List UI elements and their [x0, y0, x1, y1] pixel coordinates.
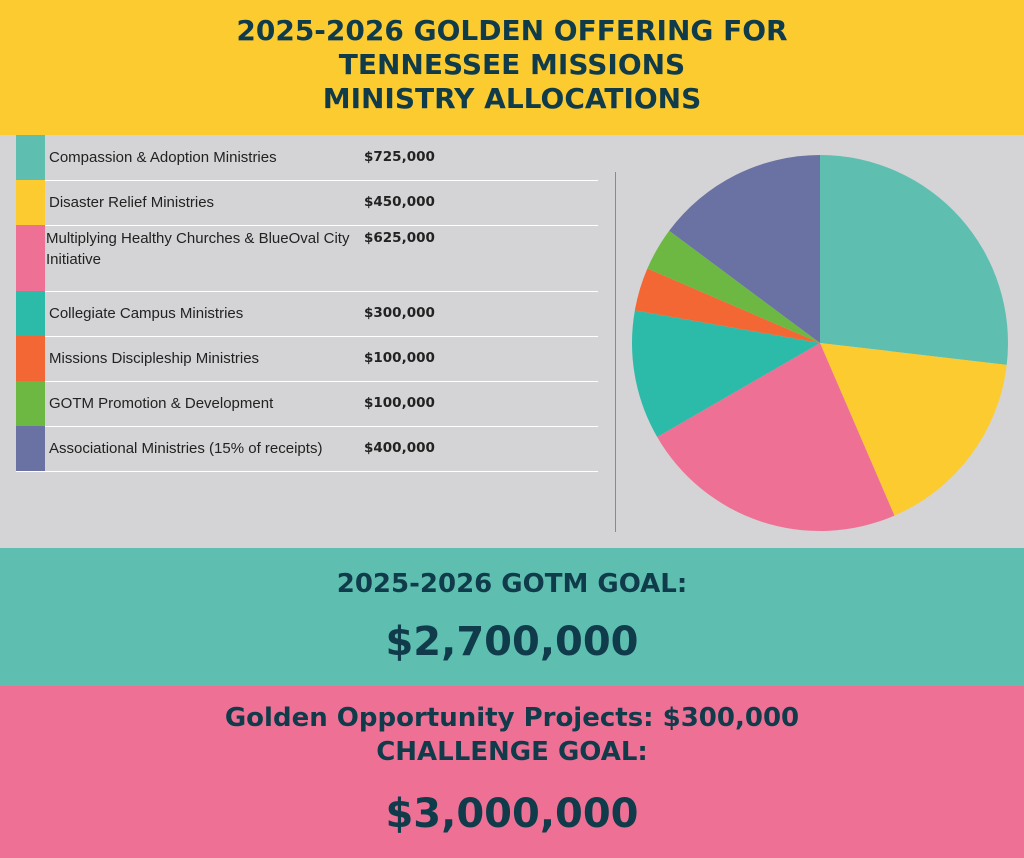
pie-slice: [647, 230, 820, 343]
legend-row: GOTM Promotion & Development $100,000: [16, 381, 598, 427]
legend-swatch: [16, 180, 45, 225]
goal-banner: 2025-2026 GOTM GOAL: $2,700,000: [0, 548, 1024, 686]
legend-row: Disaster Relief Ministries $450,000: [16, 180, 598, 226]
challenge-goal-title: CHALLENGE GOAL:: [376, 737, 648, 767]
legend-label: Missions Discipleship Ministries: [49, 350, 260, 367]
challenge-projects-line: Golden Opportunity Projects: $300,000: [224, 703, 800, 733]
page-title-line-3: MINISTRY ALLOCATIONS: [322, 82, 702, 115]
legend-label: Compassion & Adoption Ministries: [49, 149, 277, 166]
legend-label: Multiplying Healthy Churches & BlueOval …: [46, 230, 350, 268]
legend-amount: $100,000: [364, 350, 435, 366]
legend-swatch: [16, 135, 45, 180]
legend-amount: $300,000: [364, 305, 435, 321]
allocation-section: Compassion & Adoption Ministries $725,000…: [0, 135, 1024, 548]
legend-row: Collegiate Campus Ministries $300,000: [16, 291, 598, 337]
legend-label: Collegiate Campus Ministries: [49, 305, 244, 322]
challenge-goal-value: $3,000,000: [385, 791, 639, 837]
pie-slice: [820, 155, 1008, 365]
legend-amount: $625,000: [364, 230, 435, 246]
section-divider: [615, 172, 616, 532]
page-title-line-1: 2025-2026 GOLDEN OFFERING FOR: [236, 14, 788, 47]
legend-swatch: [16, 381, 45, 426]
allocation-pie-chart: [632, 155, 1008, 531]
challenge-banner: Golden Opportunity Projects: $300,000 CH…: [0, 686, 1024, 858]
legend-label: Disaster Relief Ministries: [49, 194, 215, 211]
legend-row: Missions Discipleship Ministries $100,000: [16, 336, 598, 382]
pie-slice: [657, 343, 895, 531]
legend-row: Compassion & Adoption Ministries $725,000: [16, 135, 598, 181]
pie-slice: [669, 155, 820, 343]
legend-swatch: [16, 336, 45, 381]
pie-slice: [634, 268, 820, 343]
legend-swatch: [16, 291, 45, 336]
legend-row: Associational Ministries (15% of receipt…: [16, 426, 598, 472]
legend-amount: $725,000: [364, 149, 435, 165]
pie-slice: [632, 310, 820, 437]
legend-swatch: [16, 426, 45, 471]
legend-label: Associational Ministries (15% of receipt…: [49, 440, 323, 457]
pie-slice: [820, 343, 1007, 516]
goal-title: 2025-2026 GOTM GOAL:: [336, 569, 688, 599]
legend-amount: $400,000: [364, 440, 435, 456]
legend-row: Multiplying Healthy Churches & BlueOval …: [16, 225, 598, 292]
goal-value: $2,700,000: [385, 619, 639, 665]
legend-label: GOTM Promotion & Development: [49, 395, 274, 412]
page-title-line-2: TENNESSEE MISSIONS: [338, 48, 686, 81]
legend-swatch: [16, 225, 45, 291]
legend-amount: $450,000: [364, 194, 435, 210]
legend-amount: $100,000: [364, 395, 435, 411]
header-banner: 2025-2026 GOLDEN OFFERING FOR TENNESSEE …: [0, 0, 1024, 135]
